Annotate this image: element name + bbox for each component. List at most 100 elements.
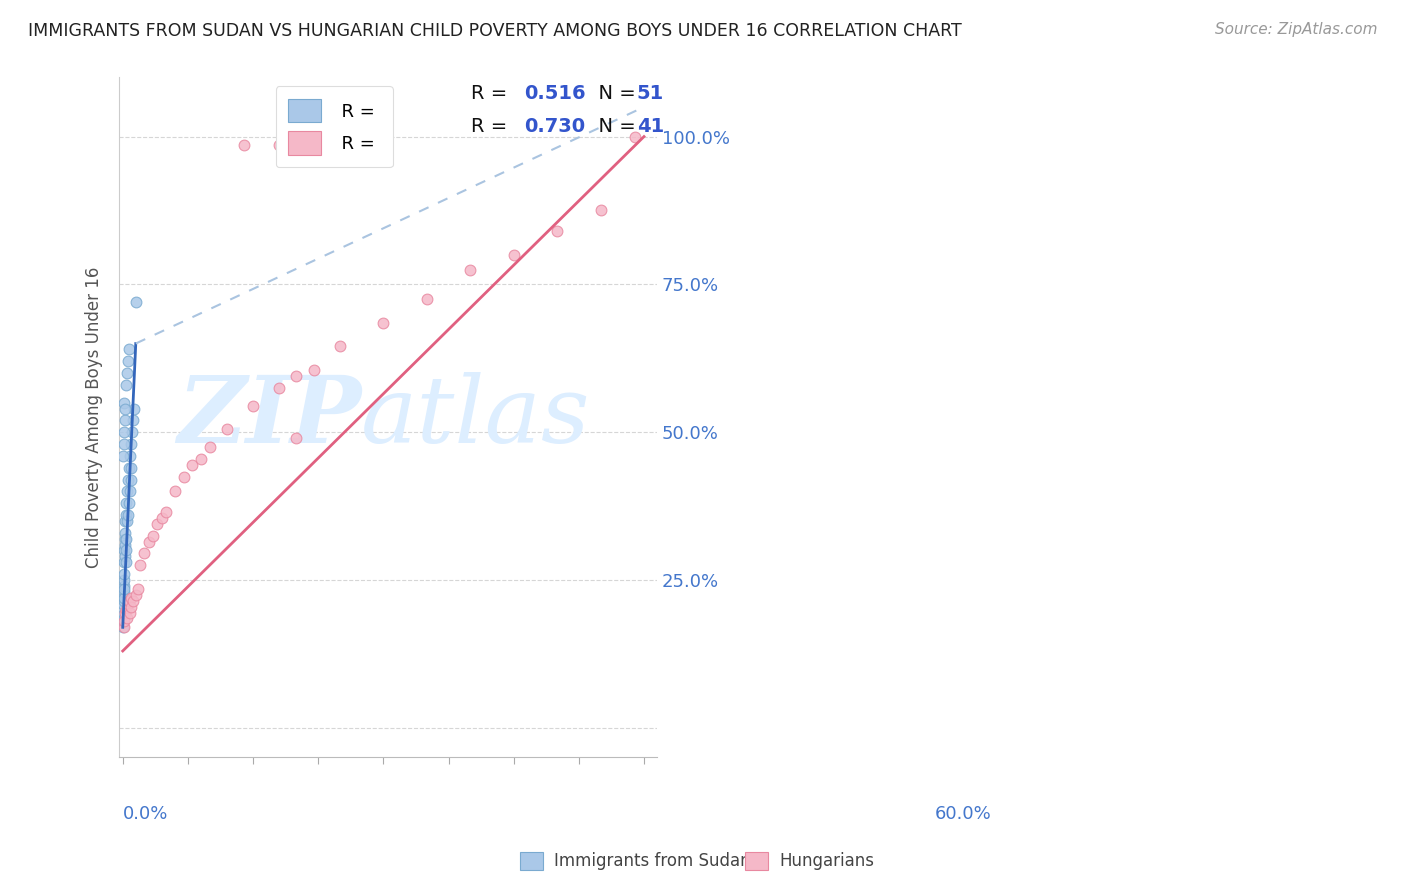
Point [125, 588, 148, 602]
Point [215, 422, 238, 436]
Point [163, 484, 186, 499]
Text: 41: 41 [637, 117, 664, 136]
Text: Hungarians: Hungarians [779, 852, 875, 870]
Text: Immigrants from Sudan: Immigrants from Sudan [554, 852, 751, 870]
Text: N =: N = [586, 117, 643, 136]
Text: R =: R = [471, 84, 513, 103]
Point [120, 437, 142, 451]
Point [546, 224, 568, 238]
Point [114, 543, 136, 558]
Point [117, 473, 139, 487]
Point [115, 532, 138, 546]
Point [118, 593, 141, 607]
Point [112, 620, 135, 634]
Point [114, 543, 136, 558]
Point [112, 449, 135, 463]
Point [373, 316, 395, 330]
Point [302, 363, 325, 377]
Point [112, 555, 135, 569]
Point [114, 401, 136, 416]
Point [122, 401, 145, 416]
Point [115, 508, 138, 522]
Point [114, 555, 136, 569]
Point [115, 496, 138, 510]
Point [181, 458, 204, 472]
Point [118, 449, 141, 463]
Point [127, 582, 149, 596]
Point [150, 511, 173, 525]
Point [112, 585, 135, 599]
Point [120, 473, 142, 487]
Point [112, 437, 135, 451]
Text: 60.0%: 60.0% [935, 805, 991, 823]
Point [112, 573, 135, 587]
Point [114, 606, 136, 620]
Point [115, 366, 138, 380]
Point [120, 599, 142, 614]
Point [114, 413, 136, 427]
Point [118, 484, 141, 499]
Point [458, 262, 481, 277]
Point [112, 620, 135, 634]
Point [285, 431, 308, 445]
Point [120, 591, 142, 605]
Point [112, 611, 135, 625]
Point [624, 129, 647, 144]
Point [129, 558, 152, 573]
Point [114, 425, 136, 440]
Point [114, 537, 136, 551]
Text: 0.730: 0.730 [524, 117, 585, 136]
Point [121, 425, 143, 440]
Point [269, 381, 291, 395]
Point [118, 343, 141, 357]
Point [112, 591, 135, 605]
Point [122, 413, 145, 427]
Point [155, 505, 177, 519]
Text: 0.0%: 0.0% [122, 805, 169, 823]
Text: IMMIGRANTS FROM SUDAN VS HUNGARIAN CHILD POVERTY AMONG BOYS UNDER 16 CORRELATION: IMMIGRANTS FROM SUDAN VS HUNGARIAN CHILD… [28, 22, 962, 40]
Point [112, 591, 135, 605]
Point [118, 496, 141, 510]
Point [502, 248, 524, 262]
Point [269, 138, 291, 153]
Point [114, 514, 136, 528]
Point [112, 593, 135, 607]
Point [114, 532, 136, 546]
Point [198, 440, 221, 454]
Point [111, 615, 134, 629]
Point [112, 395, 135, 409]
Point [589, 203, 612, 218]
Text: 51: 51 [637, 84, 664, 103]
Point [115, 611, 138, 625]
Point [117, 597, 139, 611]
Point [416, 292, 439, 306]
Point [115, 514, 138, 528]
Y-axis label: Child Poverty Among Boys Under 16: Child Poverty Among Boys Under 16 [86, 267, 103, 568]
Text: 0.516: 0.516 [524, 84, 586, 103]
Point [115, 602, 138, 616]
Point [142, 529, 165, 543]
Point [138, 534, 160, 549]
Point [117, 354, 139, 368]
Point [115, 484, 138, 499]
Point [112, 602, 135, 616]
Point [114, 615, 136, 629]
Text: N =: N = [586, 84, 643, 103]
Point [114, 525, 136, 540]
Legend:   R = ,   R = : R = , R = [276, 87, 394, 167]
Text: R =: R = [471, 117, 513, 136]
Point [118, 606, 141, 620]
Point [233, 138, 256, 153]
Point [146, 516, 169, 531]
Text: atlas: atlas [361, 373, 591, 462]
Point [112, 579, 135, 593]
Point [112, 608, 135, 623]
Point [134, 546, 156, 560]
Point [118, 460, 141, 475]
Point [112, 597, 135, 611]
Point [125, 295, 148, 310]
Point [112, 582, 135, 596]
Point [114, 549, 136, 564]
Point [329, 339, 352, 353]
Point [173, 469, 195, 483]
